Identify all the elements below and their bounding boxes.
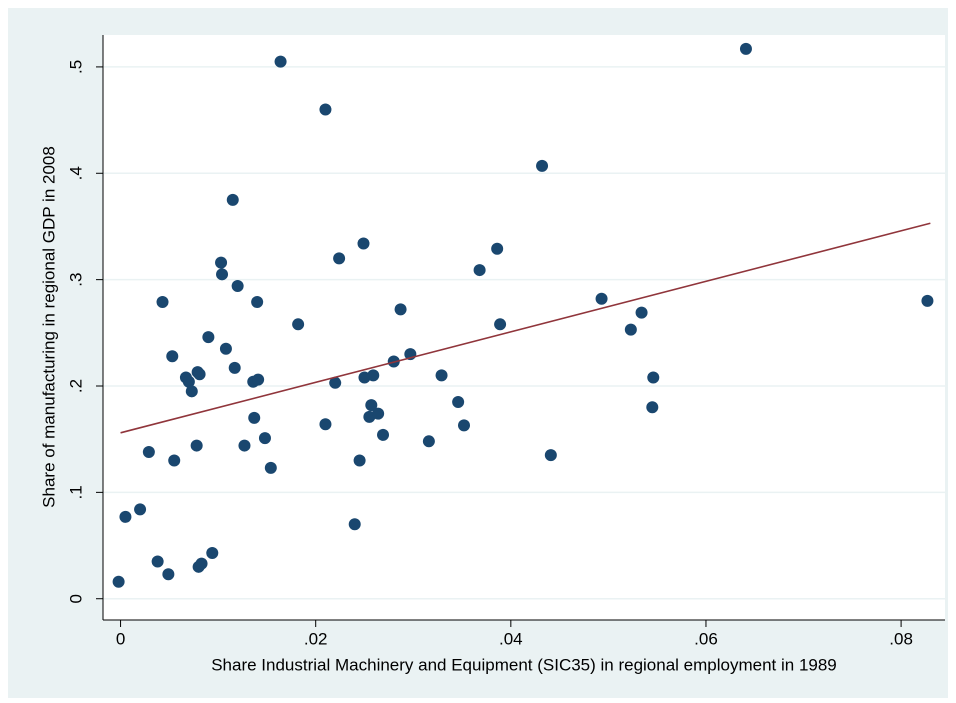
y-tick-label: .3 [66, 273, 85, 287]
point [329, 376, 342, 389]
point [238, 439, 251, 452]
point [142, 445, 155, 458]
x-axis-label: Share Industrial Machinery and Equipment… [211, 655, 837, 674]
point [185, 385, 198, 398]
point [646, 401, 659, 414]
point [215, 256, 228, 269]
point [536, 159, 549, 172]
point [252, 373, 265, 386]
point [624, 323, 637, 336]
y-tick-label: .2 [66, 379, 85, 393]
point [206, 546, 219, 559]
point [319, 103, 332, 116]
point [921, 294, 934, 307]
point [494, 318, 507, 331]
y-axis-label: Share of manufacturing in regional GDP i… [39, 146, 58, 508]
point [544, 449, 557, 462]
point [377, 428, 390, 441]
point [168, 454, 181, 467]
point [119, 510, 132, 523]
point [319, 418, 332, 431]
point [353, 454, 366, 467]
point [372, 407, 385, 420]
point [216, 268, 229, 281]
point [292, 318, 305, 331]
point [134, 503, 147, 516]
y-tick-label: 0 [66, 594, 85, 603]
point [491, 242, 504, 255]
point [739, 42, 752, 55]
point [635, 306, 648, 319]
point [193, 368, 206, 381]
point [166, 350, 179, 363]
point [226, 193, 239, 206]
x-tick-label: .08 [889, 629, 913, 648]
x-tick-label: .02 [304, 629, 328, 648]
point [258, 432, 271, 445]
point [435, 369, 448, 382]
y-tick-label: .1 [66, 485, 85, 499]
point [231, 280, 244, 293]
point [195, 557, 208, 570]
point [647, 371, 660, 384]
point [162, 568, 175, 581]
x-tick-label: .06 [694, 629, 718, 648]
point [251, 295, 264, 308]
point [457, 419, 470, 432]
point [452, 395, 465, 408]
plot-area [103, 35, 945, 620]
point [357, 237, 370, 250]
point [394, 303, 407, 316]
point [595, 292, 608, 305]
point [473, 264, 486, 277]
point [219, 342, 232, 355]
point [274, 55, 287, 68]
y-tick-label: .4 [66, 166, 85, 180]
x-tick-label: 0 [116, 629, 125, 648]
fit-line [120, 222, 931, 434]
point [333, 252, 346, 265]
point [202, 331, 215, 344]
point [264, 461, 277, 474]
point [367, 369, 380, 382]
point [365, 399, 378, 412]
point [348, 518, 361, 531]
point [248, 411, 261, 424]
point [190, 439, 203, 452]
point [182, 375, 195, 388]
point [112, 575, 125, 588]
point [156, 295, 169, 308]
point [422, 435, 435, 448]
point [228, 361, 241, 374]
point [151, 555, 164, 568]
x-tick-label: .04 [499, 629, 523, 648]
y-tick-label: .5 [66, 60, 85, 74]
